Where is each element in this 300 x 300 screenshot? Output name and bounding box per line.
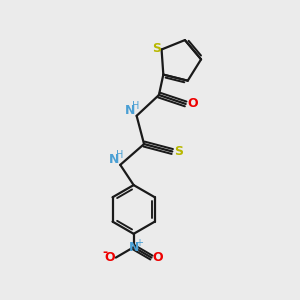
- Text: O: O: [104, 251, 115, 264]
- Text: -: -: [102, 246, 107, 259]
- Text: +: +: [135, 238, 143, 248]
- Text: S: S: [152, 42, 161, 56]
- Text: O: O: [187, 98, 197, 110]
- Text: N: N: [128, 241, 139, 254]
- Text: O: O: [153, 251, 163, 264]
- Text: H: H: [116, 150, 123, 160]
- Text: H: H: [132, 101, 140, 111]
- Text: S: S: [174, 145, 183, 158]
- Text: N: N: [109, 153, 119, 166]
- Text: N: N: [125, 104, 135, 117]
